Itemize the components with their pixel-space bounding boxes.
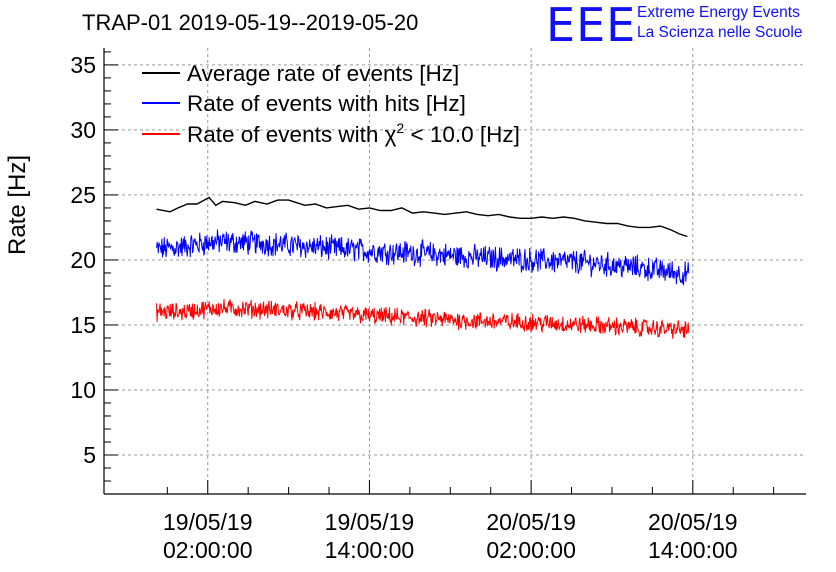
- eee-logo: EEE: [546, 0, 637, 52]
- legend-label: Average rate of events [Hz]: [187, 61, 459, 86]
- series-line-1: [156, 196, 688, 238]
- legend-item-3: Rate of events with χ2 < 10.0 [Hz]: [142, 120, 520, 147]
- y-tick-label: 5: [83, 442, 96, 468]
- y-tick-label: 15: [70, 312, 96, 338]
- chart-title: TRAP-01 2019-05-19--2019-05-20: [82, 10, 419, 35]
- brand-line-2: La Scienza nelle Scuole: [637, 24, 803, 41]
- brand-text: Extreme Energy Events La Scienza nelle S…: [637, 3, 802, 43]
- x-tick-time: 02:00:00: [486, 537, 576, 563]
- brand-line-1: Extreme Energy Events: [637, 4, 800, 21]
- y-tick-label: 25: [70, 182, 96, 208]
- series-line-2: [156, 229, 690, 286]
- y-tick-label: 35: [70, 52, 96, 78]
- y-tick-label: 20: [70, 247, 96, 273]
- x-tick-date: 20/05/19: [648, 509, 738, 535]
- legend: Average rate of events [Hz] Rate of event…: [142, 61, 520, 147]
- series-line-3: [156, 298, 690, 339]
- y-tick-label: 30: [70, 117, 96, 143]
- legend-item-1: Average rate of events [Hz]: [142, 61, 459, 86]
- x-tick-time: 14:00:00: [325, 537, 415, 563]
- grid-lines: [104, 48, 806, 494]
- x-tick-time: 02:00:00: [163, 537, 253, 563]
- y-tick-label: 10: [70, 377, 96, 403]
- legend-label: Rate of events with χ2 < 10.0 [Hz]: [187, 120, 520, 147]
- legend-item-2: Rate of events with hits [Hz]: [142, 91, 466, 116]
- legend-label: Rate of events with hits [Hz]: [187, 91, 466, 116]
- x-tick-date: 19/05/19: [163, 509, 253, 535]
- x-tick-time: 14:00:00: [648, 537, 738, 563]
- x-tick-date: 19/05/19: [325, 509, 415, 535]
- x-tick-date: 20/05/19: [486, 509, 576, 535]
